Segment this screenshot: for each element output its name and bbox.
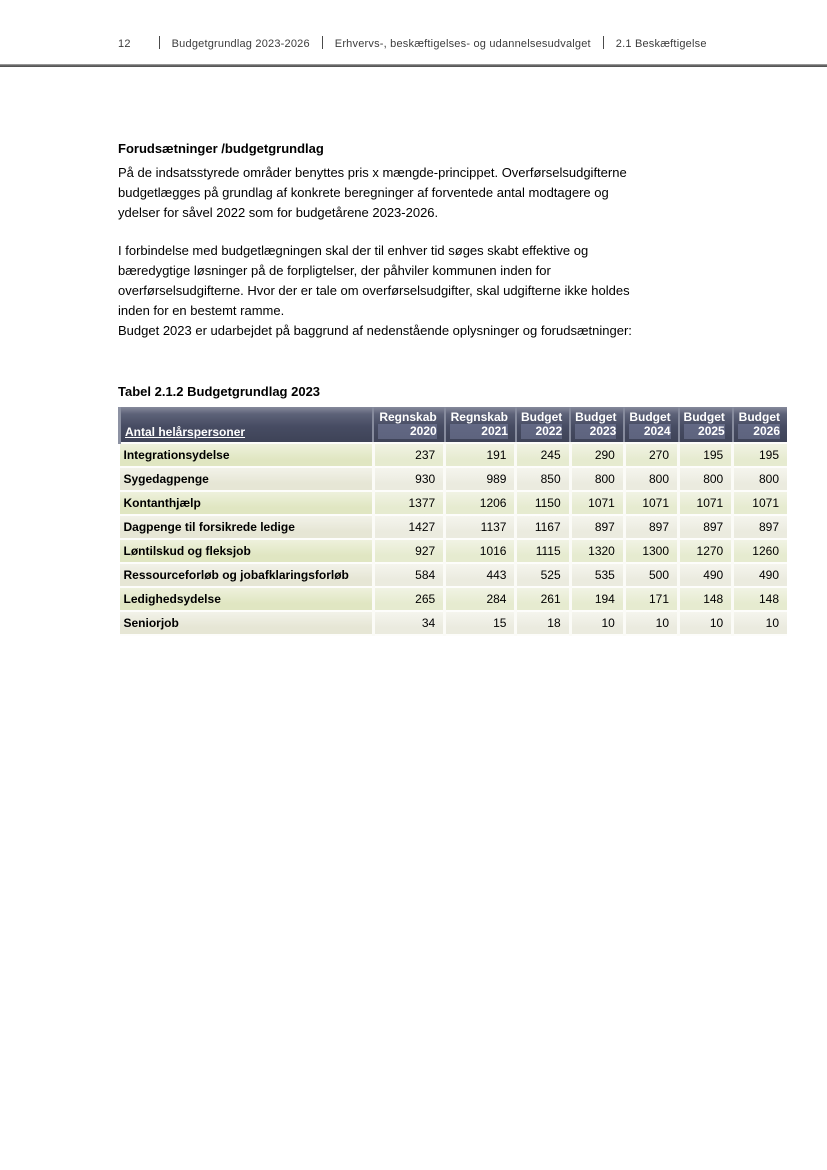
value-cell: 10 [731,611,787,636]
table-row: Ledighedsydelse 265 284 261 194 171 148 148 [119,587,787,612]
row-label: Integrationsydelse [119,443,374,468]
value-cell: 1320 [568,539,625,564]
budget-table: Antal helårspersoner Regnskab 2020 Regnska… [118,407,787,636]
row-label: Løntilskud og fleksjob [119,539,374,564]
value-cell: 897 [622,515,679,540]
value-cell: 800 [622,467,679,492]
value-cell: 1427 [371,515,445,540]
column-header: Budget 2024 [623,407,679,444]
value-cell: 1115 [514,539,571,564]
table-row: Seniorjob 34 15 18 10 10 10 10 [119,611,787,636]
paragraph: På de indsatsstyrede områder benyttes pr… [118,165,627,220]
value-cell: 1206 [443,491,516,516]
page-number: 12 [118,38,131,50]
value-cell: 195 [677,443,733,468]
value-cell: 525 [514,563,571,588]
value-cell: 490 [731,563,787,588]
value-cell: 443 [443,563,516,588]
table-row: Løntilskud og fleksjob 927 1016 1115 1320 130… [119,539,787,564]
value-cell: 148 [677,587,733,612]
value-cell: 34 [371,611,445,636]
value-cell: 930 [371,467,445,492]
value-cell: 1137 [443,515,516,540]
row-label: Ressourceforløb og jobafklaringsforløb [119,563,374,588]
table-body: Integrationsydelse 237 191 245 290 270 195 195 S… [119,443,787,636]
value-cell: 800 [677,467,733,492]
table-row: Sygedagpenge 930 989 850 800 800 800 800 [119,467,787,492]
value-cell: 800 [568,467,625,492]
column-header: Regnskab 2021 [443,407,516,444]
value-cell: 1167 [514,515,571,540]
table-row: Dagpenge til forsikrede ledige 1427 1137 11… [119,515,787,540]
value-cell: 800 [731,467,787,492]
paragraph: I forbindelse med budgetlægningen skal d… [118,243,632,338]
value-cell: 10 [568,611,625,636]
value-cell: 490 [677,563,733,588]
table-title: Tabel 2.1.2 Budgetgrundlag 2023 [118,384,321,399]
value-cell: 1071 [568,491,625,516]
row-label: Dagpenge til forsikrede ledige [119,515,374,540]
row-label-column-header: Antal helårspersoner [118,407,374,444]
value-cell: 245 [514,443,571,468]
value-cell: 584 [371,563,445,588]
value-cell: 1016 [443,539,516,564]
value-cell: 897 [731,515,787,540]
value-cell: 194 [568,587,625,612]
value-cell: 18 [514,611,571,636]
value-cell: 195 [731,443,787,468]
column-header: Regnskab 2020 [372,407,445,444]
table-row: Integrationsydelse 237 191 245 290 270 195 195 [119,443,787,468]
page-content: Forudsætninger /budgetgrundlag På de ind… [0,67,827,636]
section-heading: Forudsætninger /budgetgrundlag [118,141,324,156]
row-label: Sygedagpenge [119,467,374,492]
column-header: Budget 2026 [731,407,787,444]
table-row: Kontanthjælp 1377 1206 1150 1071 1071 1071 1071 [119,491,787,516]
header-item-committee: Erhvervs-, beskæftigelses- og udannelses… [334,38,591,50]
value-cell: 191 [443,443,516,468]
value-cell: 290 [568,443,625,468]
value-cell: 261 [514,587,571,612]
value-cell: 148 [731,587,787,612]
value-cell: 10 [677,611,733,636]
column-header: Budget 2023 [569,407,625,444]
row-label: Kontanthjælp [119,491,374,516]
row-label: Ledighedsydelse [119,587,374,612]
value-cell: 1071 [731,491,787,516]
value-cell: 1150 [514,491,571,516]
header-rule [0,64,827,67]
value-cell: 265 [371,587,445,612]
value-cell: 897 [677,515,733,540]
page-header: 12 Budgetgrundlag 2023-2026 Erhvervs-, bes… [0,0,827,50]
table-header-row: Antal helårspersoner Regnskab 2020 Regnska… [118,407,787,444]
header-separator [602,36,604,49]
header-item-section: 2.1 Beskæftigelse [615,38,707,50]
value-cell: 1260 [731,539,787,564]
value-cell: 237 [371,443,445,468]
value-cell: 927 [371,539,445,564]
value-cell: 897 [568,515,625,540]
header-separator [321,36,323,49]
table-row: Ressourceforløb og jobafklaringsforløb 58… [119,563,787,588]
value-cell: 1300 [622,539,679,564]
header-separator [158,36,160,49]
value-cell: 10 [622,611,679,636]
value-cell: 15 [443,611,516,636]
column-header: Budget 2025 [677,407,733,444]
value-cell: 500 [622,563,679,588]
value-cell: 284 [443,587,516,612]
header-item-document: Budgetgrundlag 2023-2026 [171,38,310,50]
value-cell: 1071 [622,491,679,516]
row-label: Seniorjob [119,611,374,636]
value-cell: 535 [568,563,625,588]
value-cell: 1270 [677,539,733,564]
value-cell: 1377 [371,491,445,516]
value-cell: 1071 [677,491,733,516]
value-cell: 270 [622,443,679,468]
value-cell: 989 [443,467,516,492]
column-header: Budget 2022 [514,407,571,444]
value-cell: 171 [622,587,679,612]
value-cell: 850 [514,467,571,492]
